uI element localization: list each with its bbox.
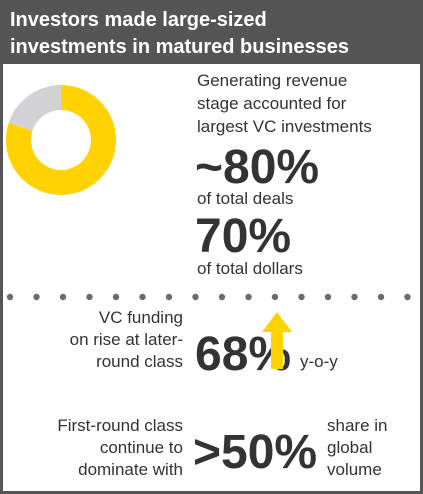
dot: [351, 293, 358, 301]
first-suffix: share in: [327, 416, 387, 435]
first-text: First-round class: [57, 416, 183, 435]
first-value: >50%: [193, 426, 317, 479]
first-text: dominate with: [78, 460, 183, 479]
dollars-value: 70%: [195, 210, 291, 263]
dot: [324, 293, 332, 301]
donut-segment: [8, 85, 62, 131]
dot: [404, 293, 411, 301]
dot: [165, 293, 173, 301]
header-bar: [0, 0, 423, 64]
divider-dots: [6, 293, 411, 301]
donut-segment: [6, 85, 117, 195]
dot: [33, 293, 40, 301]
header-title: Investors made large-sized: [10, 9, 267, 31]
dollars-label: of total dollars: [197, 259, 303, 278]
later-text: VC funding: [99, 308, 183, 327]
later-text: on rise at later-: [70, 330, 183, 349]
dot: [192, 293, 199, 301]
dot: [112, 293, 120, 301]
dot: [86, 293, 93, 301]
stage-text: stage accounted for: [197, 94, 347, 113]
stage-text: Generating revenue: [197, 71, 347, 90]
dot: [6, 293, 14, 301]
first-suffix: global: [327, 438, 372, 457]
dot: [59, 293, 67, 301]
donut-chart: [6, 85, 117, 195]
up-arrow: [262, 312, 292, 369]
dot: [139, 293, 146, 301]
dot: [271, 293, 279, 301]
later-text: round class: [96, 352, 183, 371]
dot: [298, 293, 305, 301]
stage-text: largest VC investments: [197, 117, 372, 136]
first-suffix: volume: [327, 460, 382, 479]
header-title: investments in matured businesses: [10, 36, 349, 58]
dot: [377, 293, 385, 301]
dot: [245, 293, 252, 301]
first-text: continue to: [100, 438, 183, 457]
deals-label: of total deals: [197, 189, 293, 208]
dot: [218, 293, 226, 301]
deals-value: ~80%: [195, 141, 319, 194]
later-suffix: y-o-y: [300, 352, 338, 371]
